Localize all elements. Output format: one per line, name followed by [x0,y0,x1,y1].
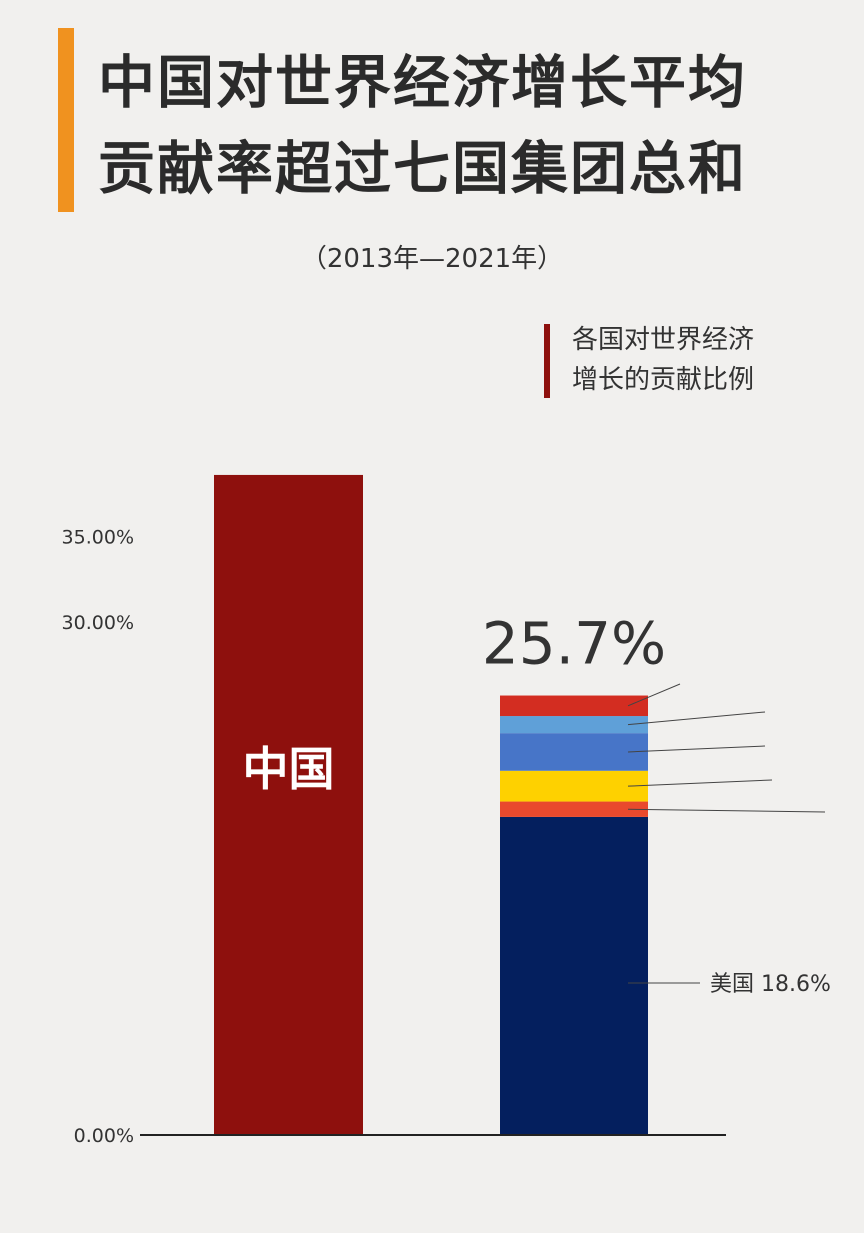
title-line-1: 中国对世界经济增长平均 [98,49,747,116]
legend-color-bar [544,324,550,398]
bar-total-label: 25.7% [482,610,666,678]
segment-label: 美国 18.6% [710,972,831,997]
bar-segment [214,474,363,1135]
legend: 各国对世界经济 增长的贡献比例 [572,320,754,400]
bar-segment [500,716,648,734]
bar-segment [500,695,648,717]
legend-line-1: 各国对世界经济 [572,325,755,355]
bar-segment [500,816,648,1135]
legend-line-2: 增长的贡献比例 [572,365,755,395]
bar-label: 中国 [243,742,335,796]
page-title: 中国对世界经济增长平均 贡献率超过七国集团总和 [98,40,838,212]
title-line-2: 贡献率超过七国集团总和 [98,135,747,202]
leader-line [627,711,766,726]
bar-segment [500,733,648,771]
y-tick-label: 35.00% [62,527,134,549]
leader-line [627,745,766,753]
subtitle: （2013年—2021年） [300,244,564,274]
leader-line [627,683,681,707]
title-accent-bar [58,28,74,212]
y-tick-label: 30.00% [62,612,134,634]
bar-segment [500,801,648,817]
leader-line [627,779,773,787]
leader-line [627,808,826,813]
y-tick-label: 0.00% [74,1125,134,1147]
bar-segment [500,770,648,802]
